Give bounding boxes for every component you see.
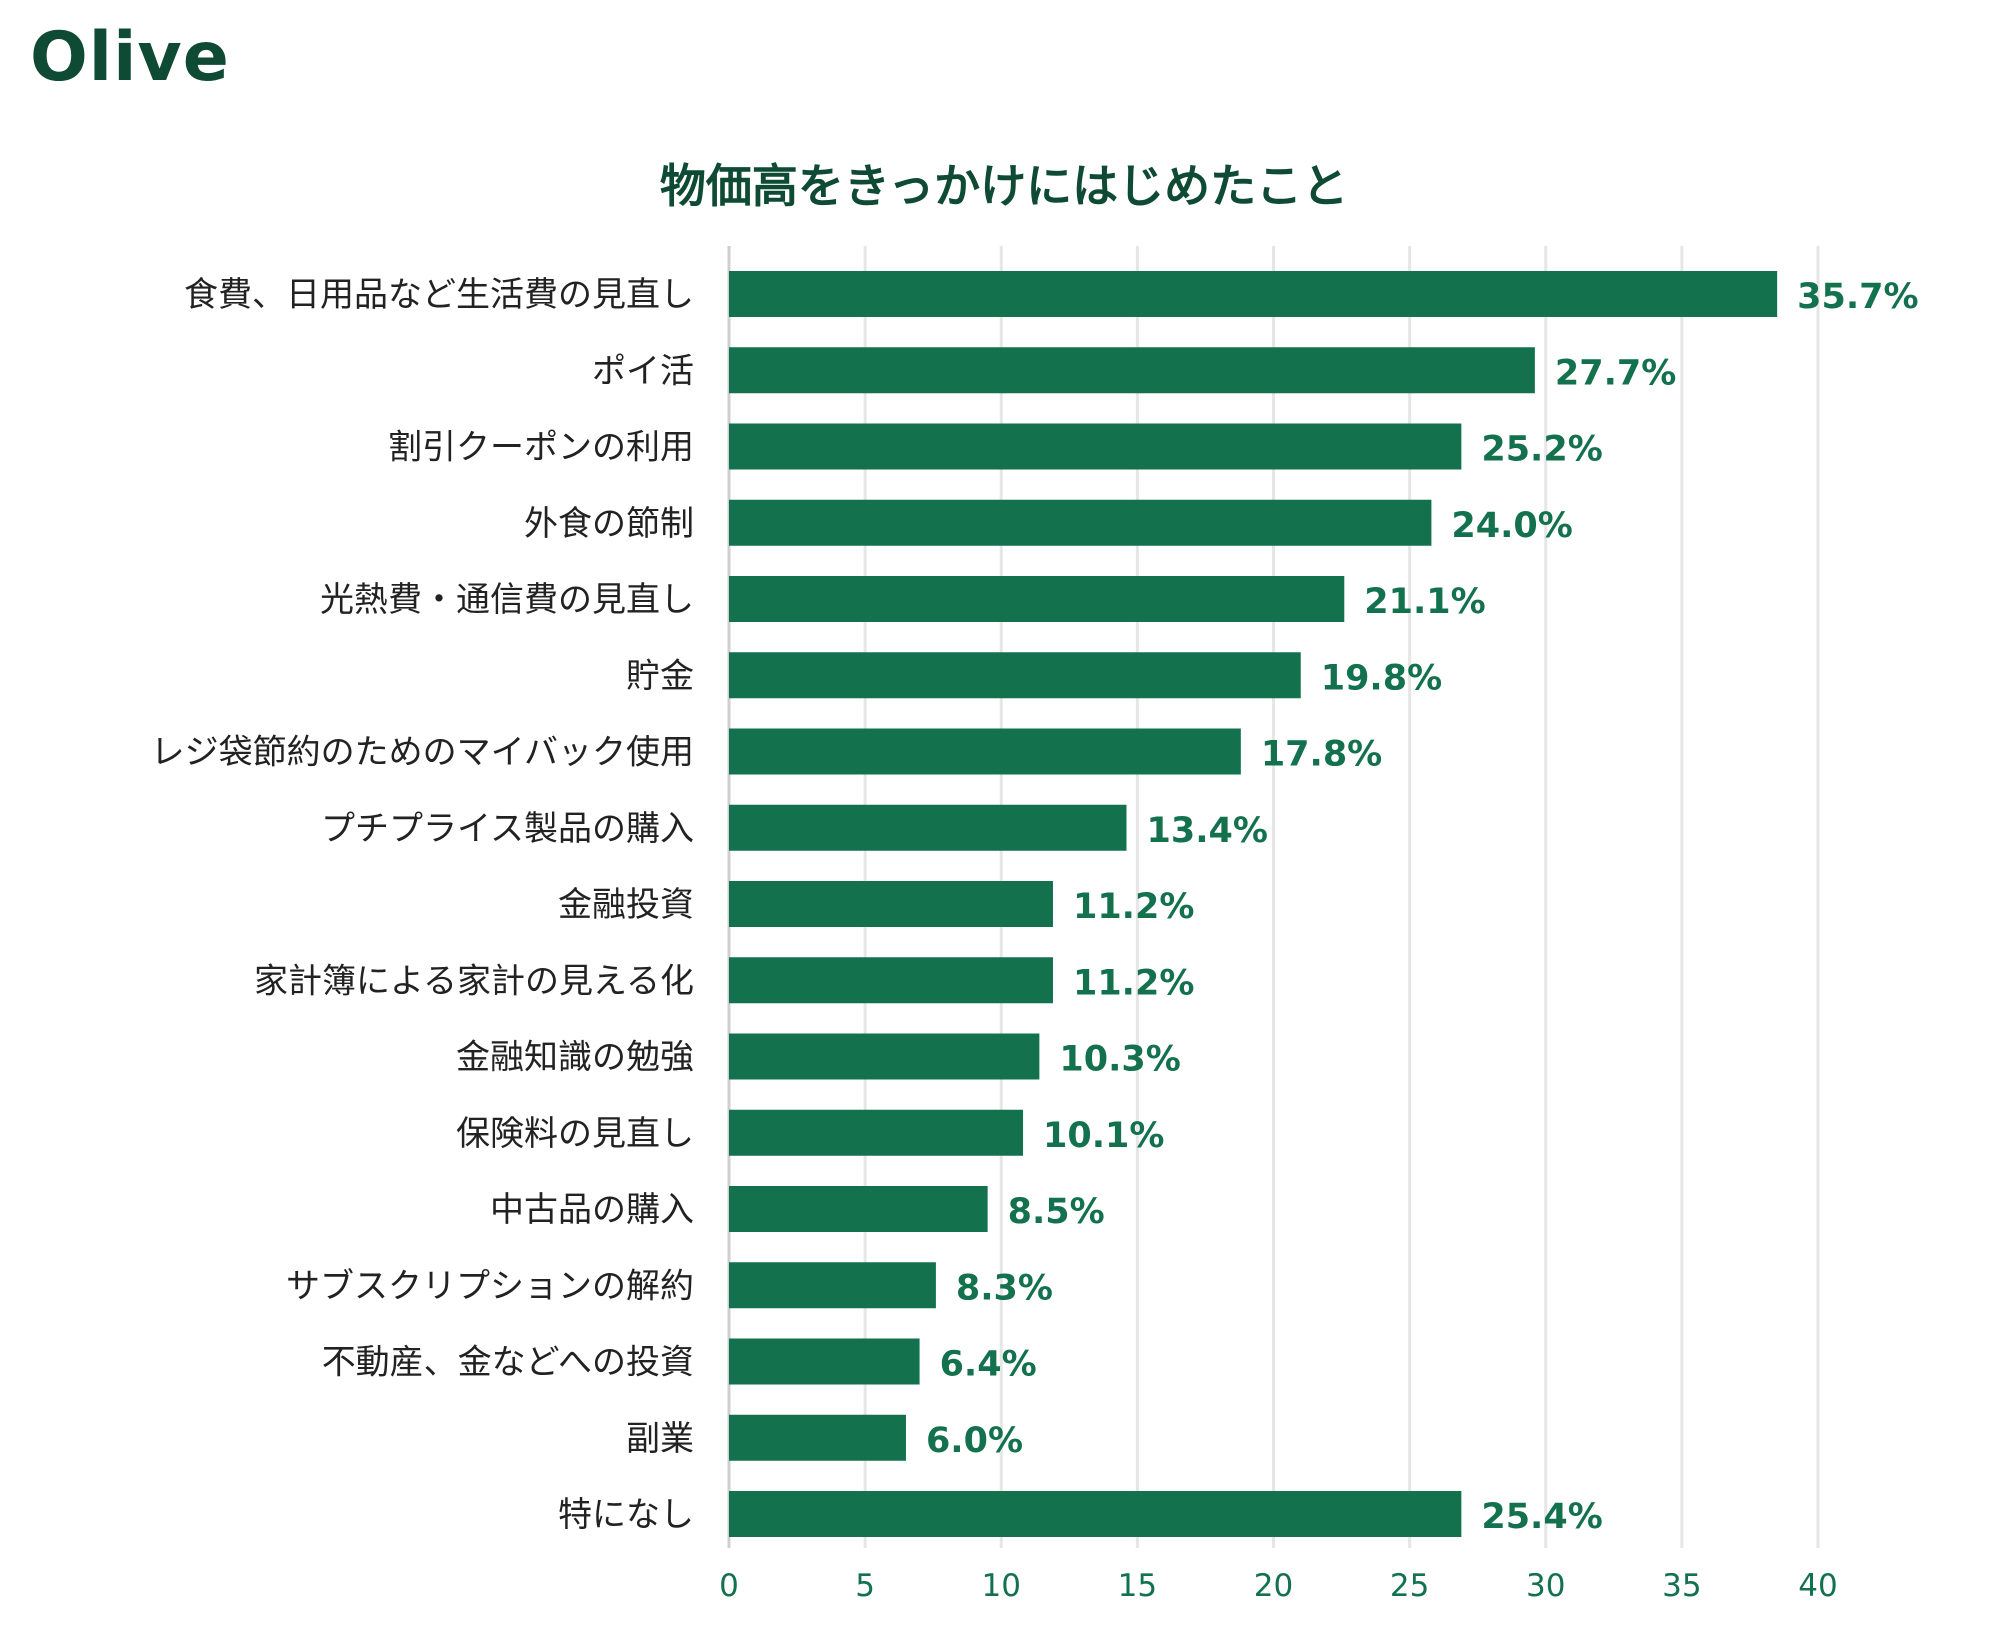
data-label: 6.4% bbox=[940, 1345, 1037, 1385]
bar bbox=[729, 804, 1127, 851]
category-label: 金融知識の勉強 bbox=[456, 1038, 694, 1078]
category-label: 割引クーポンの利用 bbox=[388, 428, 694, 468]
data-label: 11.2% bbox=[1073, 887, 1194, 927]
category-label: 家計簿による家計の見える化 bbox=[254, 961, 694, 1001]
data-label: 19.8% bbox=[1321, 658, 1442, 698]
bar bbox=[729, 1262, 936, 1309]
bar bbox=[729, 1109, 1024, 1156]
bar bbox=[729, 271, 1778, 317]
category-label: サブスクリプションの解約 bbox=[286, 1266, 694, 1306]
bar bbox=[729, 652, 1301, 699]
category-label: 保険料の見直し bbox=[456, 1114, 694, 1154]
chart-title: 物価高をきっかけにはじめたこと bbox=[659, 159, 1349, 213]
x-tick-label: 15 bbox=[1118, 1568, 1157, 1604]
category-label: レジ袋節約のためのマイバック使用 bbox=[151, 733, 694, 773]
x-tick-label: 0 bbox=[719, 1568, 739, 1604]
bar bbox=[729, 1186, 988, 1232]
bar bbox=[729, 1491, 1462, 1537]
data-label: 21.1% bbox=[1364, 582, 1485, 622]
category-label: 光熱費・通信費の見直し bbox=[320, 580, 694, 620]
category-label: 不動産、金などへの投資 bbox=[322, 1343, 694, 1383]
bar bbox=[729, 347, 1535, 394]
x-tick-label: 30 bbox=[1526, 1568, 1565, 1604]
data-label: 10.3% bbox=[1059, 1040, 1180, 1080]
data-label: 25.2% bbox=[1481, 430, 1602, 470]
data-label: 27.7% bbox=[1555, 353, 1676, 393]
data-label: 35.7% bbox=[1797, 277, 1918, 317]
bar bbox=[729, 1338, 920, 1385]
category-label: 中古品の購入 bbox=[490, 1190, 694, 1230]
x-tick-label: 35 bbox=[1662, 1568, 1701, 1604]
bar bbox=[729, 1033, 1040, 1080]
category-label: プチプライス製品の購入 bbox=[321, 809, 694, 849]
data-label: 6.0% bbox=[926, 1421, 1023, 1461]
category-label: 金融投資 bbox=[558, 885, 694, 925]
bar bbox=[729, 957, 1053, 1004]
bar bbox=[729, 728, 1241, 775]
data-label: 24.0% bbox=[1451, 506, 1572, 546]
bar bbox=[729, 423, 1462, 470]
data-label: 8.3% bbox=[956, 1268, 1053, 1308]
data-label: 25.4% bbox=[1481, 1497, 1602, 1537]
category-label: 特になし bbox=[558, 1495, 694, 1535]
data-label: 11.2% bbox=[1073, 963, 1194, 1003]
data-label: 10.1% bbox=[1043, 1116, 1164, 1156]
data-label: 17.8% bbox=[1261, 735, 1382, 775]
bar bbox=[729, 881, 1053, 927]
x-tick-label: 10 bbox=[982, 1568, 1021, 1604]
category-label: 外食の節制 bbox=[524, 504, 694, 544]
category-label: 食費、日用品など生活費の見直し bbox=[184, 275, 694, 315]
x-tick-label: 25 bbox=[1390, 1568, 1429, 1604]
bar bbox=[729, 499, 1432, 546]
x-tick-label: 5 bbox=[855, 1568, 875, 1604]
data-label: 13.4% bbox=[1146, 811, 1267, 851]
data-label: 8.5% bbox=[1008, 1192, 1105, 1232]
category-label: 副業 bbox=[626, 1419, 694, 1459]
category-label: 貯金 bbox=[626, 656, 694, 696]
bar bbox=[729, 576, 1345, 622]
category-label: ポイ活 bbox=[592, 351, 694, 391]
x-tick-label: 40 bbox=[1798, 1568, 1837, 1604]
bar bbox=[729, 1414, 906, 1461]
olive-logo: Olive bbox=[30, 18, 230, 97]
x-tick-label: 20 bbox=[1254, 1568, 1293, 1604]
